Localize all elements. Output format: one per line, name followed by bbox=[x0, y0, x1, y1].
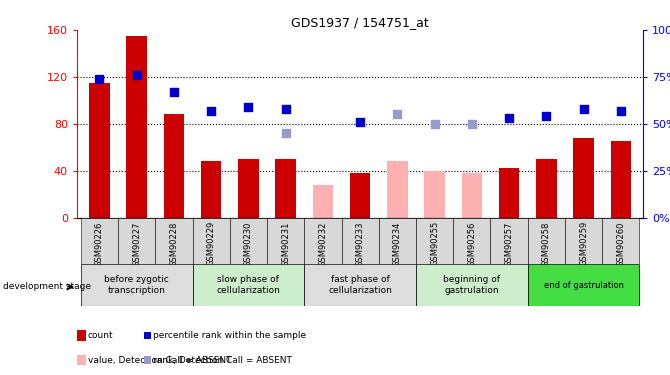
Bar bbox=[350, 173, 371, 217]
Bar bbox=[201, 161, 221, 218]
Point bbox=[392, 111, 403, 117]
Point bbox=[616, 108, 626, 114]
Bar bbox=[89, 83, 110, 218]
Bar bbox=[192, 264, 304, 306]
Bar bbox=[528, 264, 639, 306]
Bar bbox=[379, 217, 416, 264]
Bar bbox=[602, 217, 639, 264]
Point bbox=[504, 115, 515, 121]
Point bbox=[355, 119, 366, 125]
Bar bbox=[424, 171, 445, 217]
Bar bbox=[81, 264, 192, 306]
Bar bbox=[275, 159, 296, 218]
Text: GSM90258: GSM90258 bbox=[542, 221, 551, 267]
Point bbox=[243, 104, 254, 110]
Bar bbox=[499, 168, 519, 217]
Bar bbox=[490, 217, 528, 264]
Text: GSM90226: GSM90226 bbox=[95, 221, 104, 267]
Title: GDS1937 / 154751_at: GDS1937 / 154751_at bbox=[291, 16, 429, 29]
Text: GSM90233: GSM90233 bbox=[356, 221, 364, 267]
Text: GSM90260: GSM90260 bbox=[616, 221, 625, 267]
Bar bbox=[304, 217, 342, 264]
Bar bbox=[267, 217, 304, 264]
Text: GSM90231: GSM90231 bbox=[281, 221, 290, 267]
Point bbox=[280, 130, 291, 136]
Text: value, Detection Call = ABSENT: value, Detection Call = ABSENT bbox=[88, 356, 231, 364]
Text: GSM90256: GSM90256 bbox=[468, 221, 476, 267]
Bar bbox=[416, 217, 453, 264]
Point bbox=[94, 76, 105, 82]
Bar bbox=[610, 141, 631, 218]
Text: slow phase of
cellularization: slow phase of cellularization bbox=[216, 275, 280, 295]
Text: end of gastrulation: end of gastrulation bbox=[543, 280, 624, 290]
Point bbox=[466, 121, 477, 127]
Text: percentile rank within the sample: percentile rank within the sample bbox=[153, 331, 306, 340]
Bar bbox=[155, 217, 192, 264]
Text: beginning of
gastrulation: beginning of gastrulation bbox=[444, 275, 500, 295]
Text: rank, Detection Call = ABSENT: rank, Detection Call = ABSENT bbox=[153, 356, 292, 364]
Text: GSM90230: GSM90230 bbox=[244, 221, 253, 267]
Text: GSM90259: GSM90259 bbox=[579, 221, 588, 267]
Text: fast phase of
cellularization: fast phase of cellularization bbox=[328, 275, 392, 295]
Bar bbox=[118, 217, 155, 264]
Bar bbox=[230, 217, 267, 264]
Text: GSM90229: GSM90229 bbox=[206, 221, 216, 267]
Point bbox=[541, 113, 551, 119]
Text: count: count bbox=[88, 331, 113, 340]
Bar bbox=[565, 217, 602, 264]
Point bbox=[131, 72, 142, 78]
Text: GSM90227: GSM90227 bbox=[132, 221, 141, 267]
Bar bbox=[342, 217, 379, 264]
Text: GSM90232: GSM90232 bbox=[318, 221, 328, 267]
Text: before zygotic
transcription: before zygotic transcription bbox=[105, 275, 169, 295]
Bar bbox=[81, 217, 118, 264]
Text: development stage: development stage bbox=[3, 282, 91, 291]
Text: GSM90257: GSM90257 bbox=[505, 221, 514, 267]
Bar bbox=[453, 217, 490, 264]
Point bbox=[169, 89, 180, 95]
Text: GSM90234: GSM90234 bbox=[393, 221, 402, 267]
Point bbox=[280, 106, 291, 112]
Bar bbox=[462, 173, 482, 217]
Point bbox=[578, 106, 589, 112]
Bar bbox=[163, 114, 184, 218]
Bar bbox=[387, 161, 407, 218]
Bar bbox=[238, 159, 259, 218]
Text: GSM90228: GSM90228 bbox=[170, 221, 178, 267]
Bar bbox=[192, 217, 230, 264]
Bar bbox=[536, 159, 557, 218]
Bar bbox=[313, 185, 333, 218]
Bar bbox=[416, 264, 528, 306]
Bar bbox=[304, 264, 416, 306]
Point bbox=[429, 121, 440, 127]
Bar bbox=[127, 36, 147, 218]
Bar bbox=[574, 138, 594, 218]
Text: GSM90255: GSM90255 bbox=[430, 221, 439, 267]
Bar bbox=[528, 217, 565, 264]
Point bbox=[206, 108, 216, 114]
